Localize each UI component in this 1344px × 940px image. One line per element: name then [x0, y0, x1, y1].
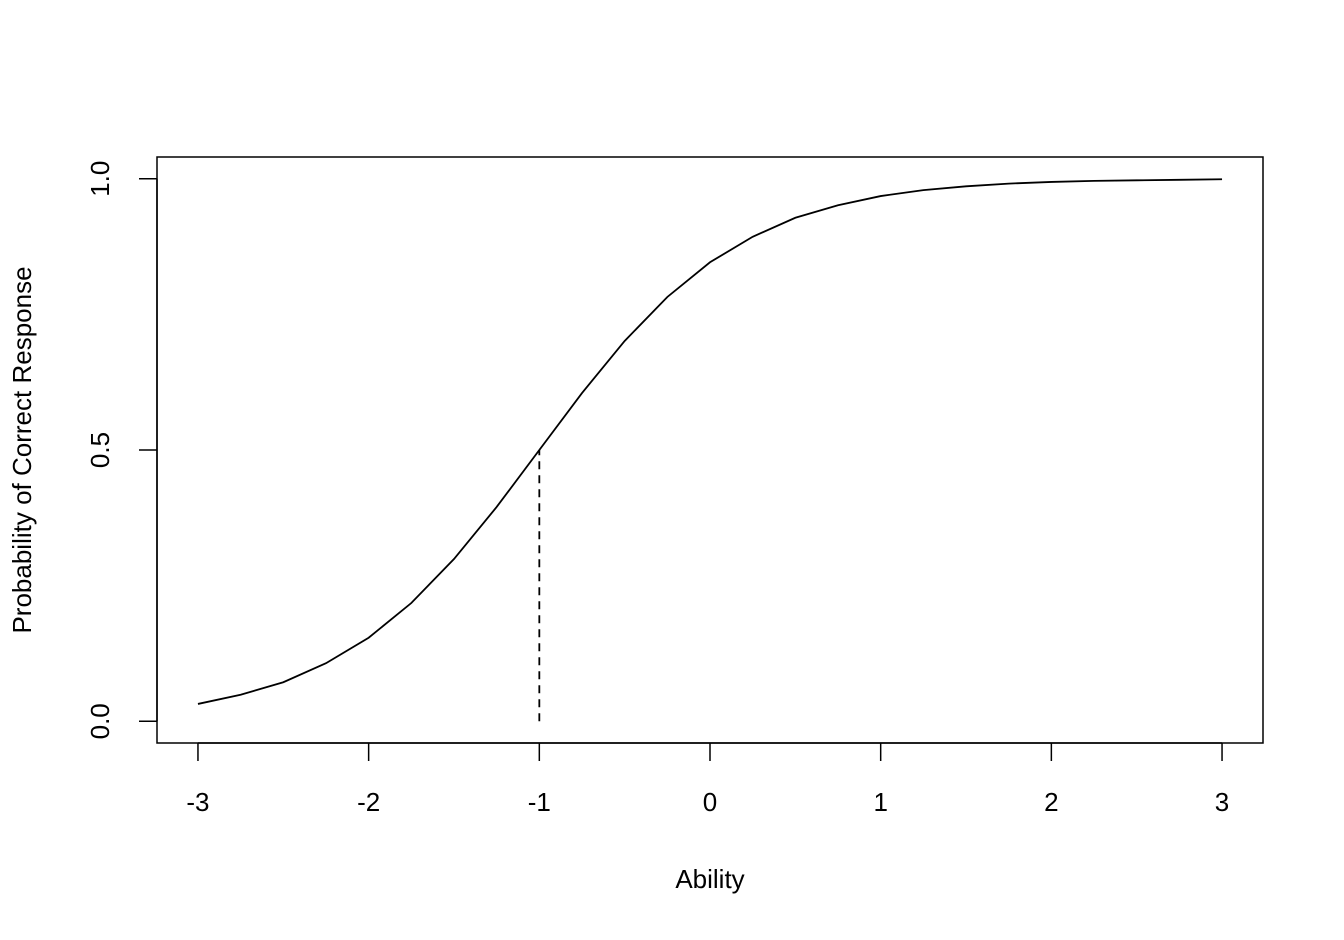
curve [197, 178, 1223, 705]
plot-frame [156, 156, 1264, 744]
x-tick-label: -3 [186, 787, 209, 817]
x-tick-label: 2 [1044, 787, 1058, 817]
x-tick-label: -1 [528, 787, 551, 817]
y-axis-title: Probability of Correct Response [7, 266, 37, 633]
y-tick-label: 1.0 [85, 161, 115, 197]
x-tick-label: 1 [873, 787, 887, 817]
y-tick-label: 0.5 [85, 432, 115, 468]
x-tick-label: -2 [357, 787, 380, 817]
x-tick-label: 3 [1215, 787, 1229, 817]
y-tick-label: 0.0 [85, 703, 115, 739]
x-axis-title: Ability [675, 864, 744, 894]
x-tick-label: 0 [703, 787, 717, 817]
